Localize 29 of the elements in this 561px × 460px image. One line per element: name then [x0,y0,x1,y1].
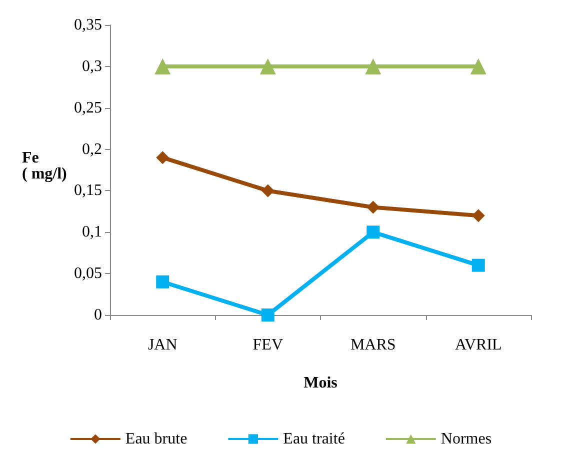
point [260,58,276,74]
point [365,58,382,74]
legend-label: Eau traité [283,430,345,448]
x-tick-label: AVRIL [454,336,502,354]
y-tick-label: 0,3 [82,58,102,75]
y-tick-label: 0,1 [82,224,102,241]
point [156,275,170,288]
legend-label: Normes [440,430,492,448]
point [261,308,274,322]
y-tick-label: 0 [94,306,102,324]
point [366,200,380,214]
y-tick-label: 0,15 [74,182,102,200]
x-axis-title: Mois [304,374,338,392]
point [261,184,274,198]
point [154,58,171,74]
point [472,258,485,272]
y-axis-title: Fe ( mg/l) [22,150,67,182]
y-tick-label: 0,2 [82,140,102,158]
point [366,226,380,239]
x-tick-label: MARS [350,336,396,354]
legend-label: Eau brute [125,430,188,448]
y-tick-label: 0,35 [74,16,102,34]
point [156,151,170,164]
point [470,58,486,74]
x-tick-label: JAN [148,336,178,354]
y-tick-label: 0,25 [74,99,102,116]
point [472,209,485,222]
x-tick-label: FEV [252,336,284,354]
y-tick-label: 0,05 [74,265,102,282]
